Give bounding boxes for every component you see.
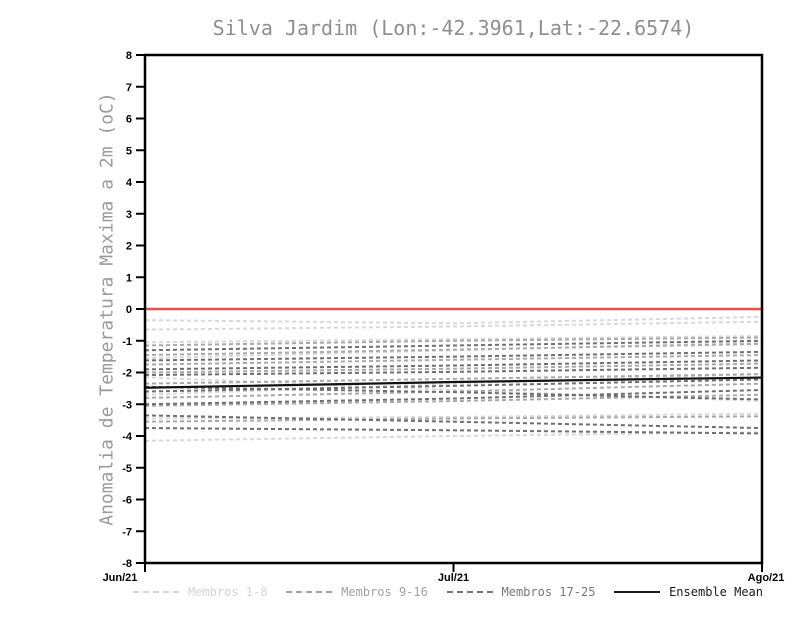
ensemble-member-line <box>144 373 763 396</box>
y-tick-label: -8 <box>122 558 132 570</box>
y-tick-label: 6 <box>126 114 132 126</box>
legend-dashed-line-sample <box>133 591 179 593</box>
ensemble-member-line <box>144 431 763 442</box>
y-tick-label: 8 <box>126 50 132 62</box>
ensemble-member-line <box>144 373 763 385</box>
legend-label: Membros 17-25 <box>501 585 596 599</box>
ensemble-member-line <box>144 362 763 374</box>
chart-title: Silva Jardim (Lon:-42.3961,Lat:-22.6574) <box>212 16 695 40</box>
ensemble-mean-line <box>144 376 763 389</box>
legend-dashed-line-sample <box>446 591 493 593</box>
y-tick-label: -4 <box>122 431 133 443</box>
y-tick-label: -6 <box>122 495 132 507</box>
y-tick-label: 1 <box>126 272 132 284</box>
ensemble-member-line <box>144 366 763 377</box>
legend-item-membros-1-8: Membros 1-8 <box>133 585 267 599</box>
y-tick-label: -7 <box>122 526 132 538</box>
y-tick-label: -3 <box>122 399 132 411</box>
x-tick-label: Jun/21 <box>103 572 138 584</box>
ensemble-member-line <box>144 342 763 357</box>
x-tick-label: Ago/21 <box>748 572 785 584</box>
legend-label: Membros 1-8 <box>188 585 268 599</box>
legend-dashed-line-sample <box>286 591 333 593</box>
legend-item-ensemble-mean: Ensemble Mean <box>614 585 763 599</box>
y-tick-label: -5 <box>122 463 132 475</box>
legend-item-membros-17-25: Membros 17-25 <box>446 585 596 599</box>
legend-item-membros-9-16: Membros 9-16 <box>286 585 428 599</box>
ensemble-member-line <box>144 336 763 347</box>
ensemble-member-line <box>144 359 763 371</box>
ensemble-member-line <box>144 354 763 366</box>
y-tick-label: -2 <box>122 368 132 380</box>
ensemble-member-line <box>144 414 763 430</box>
legend-label: Membros 9-16 <box>341 585 428 599</box>
y-tick-label: 0 <box>126 304 132 316</box>
y-tick-label: 3 <box>126 209 132 221</box>
legend: Membros 1-8 Membros 9-16 Membros 17-25 E… <box>133 585 763 599</box>
ensemble-member-line <box>144 388 763 406</box>
ensemble-member-line <box>144 415 763 423</box>
ensemble-member-line <box>144 315 763 325</box>
ensemble-member-line <box>144 412 763 420</box>
y-tick-label: -1 <box>122 336 132 348</box>
y-tick-label: 2 <box>126 241 132 253</box>
ensemble-member-line <box>144 320 763 331</box>
y-tick-label: 5 <box>126 145 132 157</box>
y-tick-label: 4 <box>126 177 133 189</box>
ensemble-member-line <box>144 350 763 362</box>
ensemble-member-line <box>144 339 763 352</box>
ensemble-member-line <box>144 334 763 344</box>
ensemble-member-line <box>144 378 763 393</box>
x-tick-label: Jul/21 <box>438 572 469 584</box>
legend-solid-line-sample <box>614 591 661 593</box>
ensemble-member-line <box>144 427 763 435</box>
y-tick-label: 7 <box>126 82 132 94</box>
ensemble-member-line <box>144 385 763 401</box>
legend-label: Ensemble Mean <box>669 585 763 599</box>
